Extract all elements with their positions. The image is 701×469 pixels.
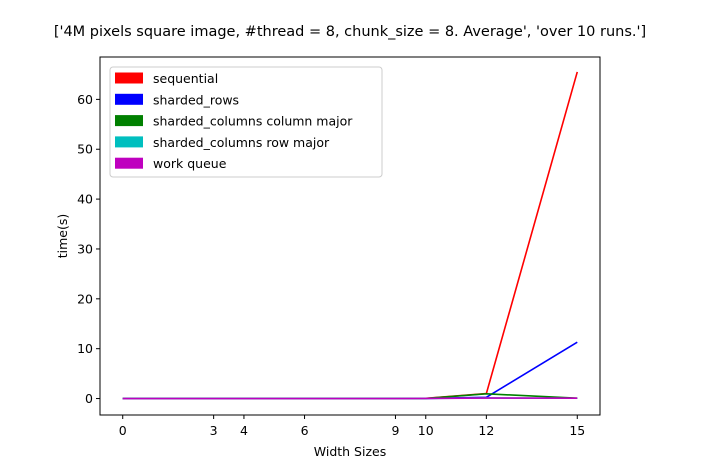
y-axis: 0 10 20 30 40 50 60 — [77, 92, 100, 406]
chart-title: ['4M pixels square image, #thread = 8, c… — [54, 24, 646, 40]
x-tick-label: 9 — [391, 423, 399, 438]
x-tick-label: 10 — [418, 423, 434, 438]
legend-entry-label: sharded_columns row major — [153, 135, 330, 150]
y-tick-label: 20 — [77, 291, 93, 306]
y-tick-label: 0 — [85, 391, 93, 406]
series-line-work-queue — [122, 397, 578, 400]
x-tick-label: 0 — [119, 423, 127, 438]
y-tick-label: 30 — [77, 241, 93, 256]
legend-swatch — [115, 115, 143, 127]
legend-frame — [109, 66, 383, 178]
x-tick-label: 3 — [210, 423, 218, 438]
y-tick-label: 60 — [77, 92, 93, 107]
x-tick-label: 15 — [569, 423, 585, 438]
legend: sequential sharded_rows sharded_columns co… — [109, 66, 383, 178]
y-tick-label: 10 — [77, 341, 93, 356]
legend-swatch — [115, 72, 143, 84]
x-axis-label: Width Sizes — [314, 444, 386, 459]
x-tick-label: 4 — [240, 423, 248, 438]
y-tick-label: 40 — [77, 192, 93, 207]
y-axis-label: time(s) — [55, 214, 70, 259]
x-tick-label: 6 — [301, 423, 309, 438]
legend-entry-label: sequential — [153, 71, 218, 86]
x-tick-label: 12 — [478, 423, 494, 438]
series-lines — [122, 71, 579, 400]
x-axis: 0 3 4 6 9 10 12 15 — [119, 415, 585, 438]
legend-swatch — [115, 157, 143, 169]
legend-swatch — [115, 136, 143, 148]
legend-entry-label: work queue — [153, 156, 227, 171]
legend-swatch — [115, 93, 143, 105]
legend-entry-label: sharded_rows — [153, 92, 239, 107]
legend-entry-label: sharded_columns column major — [153, 114, 353, 129]
y-tick-label: 50 — [77, 142, 93, 157]
